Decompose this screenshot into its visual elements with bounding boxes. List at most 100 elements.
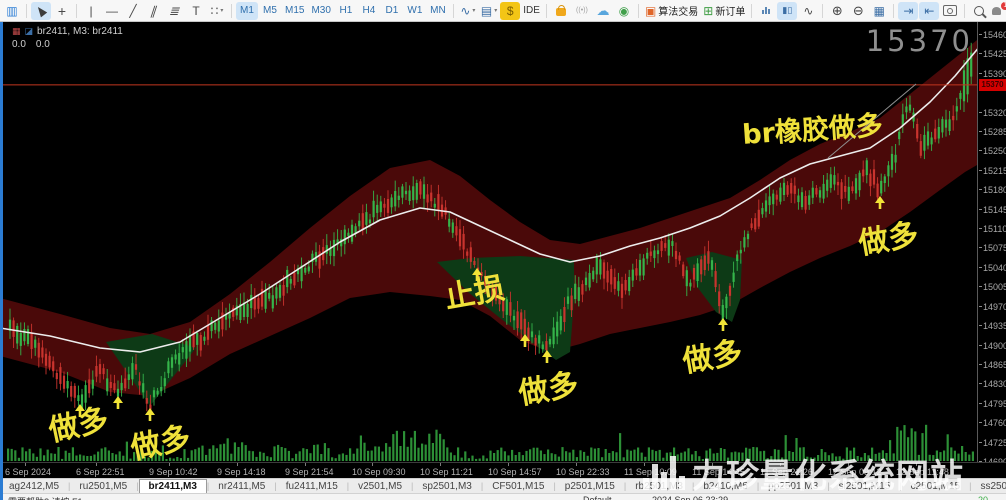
toolbar-separator — [893, 3, 895, 18]
buy-arrow-stem — [116, 403, 120, 409]
tab-pp2501-m3[interactable]: pp2501,M3 — [768, 480, 819, 492]
indicators-icon[interactable]: ∿ ▾ — [458, 2, 478, 20]
tab-si2501-m15[interactable]: si2501,M15 — [838, 480, 891, 492]
tab-fu2411-m15[interactable]: fu2411,M15 — [285, 480, 338, 492]
ide-button[interactable]: IDE — [521, 2, 542, 20]
chart-area[interactable]: ▦ ◪ br2411, M3: br2411 0.0 0.0 15370 做多做… — [0, 22, 977, 462]
candles-mode-icon[interactable]: ▮▯ — [777, 1, 798, 20]
toolbar-separator — [751, 3, 753, 18]
crosshair-tool-glyph: + — [57, 2, 67, 19]
tab-c2501-m15[interactable]: c2501,M15 — [910, 480, 961, 492]
chart-window-icon[interactable]: ▥ — [2, 2, 22, 20]
horizontal-line-tool[interactable]: — — [102, 2, 122, 20]
time-label: 10 Sep 09:30 — [352, 467, 406, 477]
tf-mn[interactable]: MN — [427, 2, 449, 20]
tf-w1[interactable]: W1 — [404, 2, 426, 20]
tab-ru2501-m5[interactable]: ru2501,M5 — [79, 480, 128, 492]
time-axis[interactable]: 6 Sep 2024 6 Sep 22:51 9 Sep 10:42 9 Sep 14… — [0, 462, 1006, 478]
screenshot-icon[interactable] — [940, 2, 960, 20]
time-tick — [440, 463, 441, 466]
time-label: 10 Sep 22:33 — [556, 467, 610, 477]
bull-cloud-1 — [106, 334, 196, 406]
indicator-value-2: 0.0 — [35, 39, 50, 50]
tf-h4[interactable]: H4 — [358, 2, 380, 20]
cursor-tool[interactable] — [31, 1, 51, 20]
tab-cf501-m15[interactable]: CF501,M15 — [492, 480, 545, 492]
shift-end-icon[interactable]: ⇥ — [898, 1, 919, 20]
status-datetime: 2024 Sep 06 23:29 — [652, 495, 729, 500]
price-tick: 14690 — [979, 457, 1006, 467]
cloud-icon[interactable]: ☁ — [593, 2, 613, 20]
tf-m15[interactable]: M15 — [282, 2, 307, 20]
tf-m1[interactable]: M1 — [236, 1, 258, 20]
grid-icon[interactable]: ▦ — [869, 2, 889, 20]
tf-d1[interactable]: D1 — [381, 2, 403, 20]
search-icon-glyph — [974, 5, 985, 16]
community-icon[interactable]: ◉ — [614, 2, 634, 20]
tab-nr2411-m5[interactable]: nr2411,M5 — [218, 480, 266, 492]
tab-br2411-m3[interactable]: br2411,M3 — [138, 479, 207, 493]
grp-analysis: ∿ ▾ ▤ ▾ $ IDE — [458, 1, 542, 20]
chart-title-text: br2411, M3: br2411 — [37, 26, 123, 37]
tab-rb2501-m3[interactable]: rb2501,M3 — [635, 480, 683, 492]
price-tick: 14865 — [979, 360, 1006, 370]
bars-mode-icon[interactable] — [756, 2, 776, 20]
shapes-tool-caret: ▾ — [220, 8, 224, 14]
shift-back-icon[interactable]: ⇤ — [919, 1, 940, 20]
new-order-button[interactable]: ⊞ 新订单 — [701, 2, 747, 20]
time-label: 11 Sep 10:09 — [624, 467, 677, 477]
broadcast-icon[interactable]: ((•)) — [572, 2, 592, 20]
tab-v2501-m5[interactable]: v2501,M5 — [358, 480, 403, 492]
horizontal-line-tool-glyph: — — [106, 3, 118, 18]
price-tick: 15460 — [979, 30, 1006, 40]
tab-sp2501-m3[interactable]: sp2501,M3 — [422, 480, 472, 492]
alerts-icon[interactable]: 1 — [990, 1, 1006, 20]
buy-arrow-head — [113, 396, 123, 403]
tab-separator: | — [623, 481, 627, 491]
template-icon[interactable]: ▤ ▾ — [479, 2, 499, 20]
grp-objects: | — ╱ ∥ ≣ T ∷ ▾ — [81, 2, 227, 20]
tf-m5[interactable]: M5 — [259, 2, 281, 20]
price-tick: 15180 — [979, 185, 1006, 195]
price-axis[interactable]: 15460 15425 15390 15320 15285 15250 15215 15180… — [977, 22, 1006, 467]
zoom-out-icon[interactable]: ⊖ — [848, 2, 868, 20]
tf-m30[interactable]: M30 — [308, 2, 333, 20]
tf-h1[interactable]: H1 — [335, 2, 357, 20]
tab-b2410-m5[interactable]: b2410,M5 — [703, 480, 748, 492]
price-tick: 15215 — [979, 166, 1006, 176]
tab-separator: | — [274, 481, 277, 491]
shapes-tool[interactable]: ∷ ▾ — [207, 2, 227, 20]
buy-arrow-head — [718, 318, 728, 325]
algo-trading-button[interactable]: ▣ 算法交易 — [643, 2, 700, 20]
tab-separator: | — [206, 481, 210, 491]
tab-p2501-m15[interactable]: p2501,M15 — [564, 480, 615, 492]
shift-end-icon-glyph: ⇥ — [903, 3, 914, 18]
line-mode-icon-glyph: ∿ — [803, 3, 814, 18]
buy-arrow-stem — [523, 341, 527, 347]
candles-layer — [8, 42, 973, 413]
crosshair-tool[interactable]: + — [52, 2, 72, 20]
alerts-icon-glyph — [992, 6, 1002, 15]
indicators-icon-glyph: ∿ — [460, 3, 471, 18]
tab-ss2501-m15[interactable]: ss2501,M15 — [980, 480, 1006, 492]
channel-tool[interactable]: ∥ — [144, 2, 164, 20]
market-bag-icon[interactable] — [551, 2, 571, 20]
time-label: 12 Sep 11:48 — [896, 467, 949, 477]
line-mode-icon[interactable]: ∿ — [798, 2, 818, 20]
status-profile[interactable]: Default — [583, 495, 612, 500]
zoom-in-icon[interactable]: ⊕ — [827, 2, 847, 20]
search-icon[interactable] — [969, 2, 989, 20]
vertical-line-tool[interactable]: | — [81, 2, 101, 20]
price-chart[interactable] — [0, 22, 977, 462]
buy-arrow-stem — [878, 203, 882, 209]
text-tool[interactable]: T — [186, 2, 206, 20]
price-tick: 14935 — [979, 321, 1006, 331]
tab-ag2412-m5[interactable]: ag2412,M5 — [9, 480, 60, 492]
tf-d1-glyph: D1 — [385, 4, 399, 16]
equidistant-tool[interactable]: ≣ — [165, 2, 185, 20]
price-tick: 15250 — [979, 146, 1006, 156]
market-dollar-icon[interactable]: $ — [500, 1, 521, 20]
candles-mode-icon-glyph: ▮▯ — [782, 5, 793, 15]
tab-separator: | — [899, 481, 902, 491]
trendline-tool[interactable]: ╱ — [123, 2, 143, 20]
